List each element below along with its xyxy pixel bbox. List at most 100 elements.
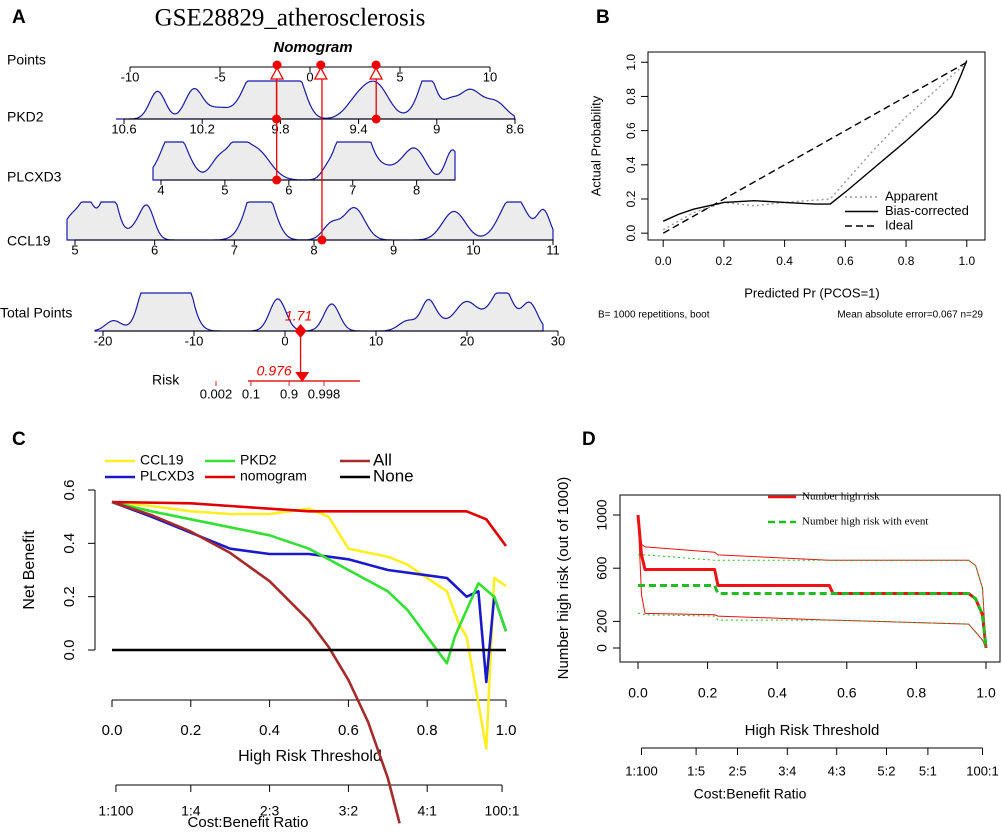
tick-label: 0.9	[280, 386, 298, 401]
row-label: Risk	[152, 372, 180, 388]
legend-label: Apparent	[885, 188, 938, 203]
panel-label: A	[12, 7, 26, 28]
tick-label: 5	[396, 69, 403, 84]
y-tick-label: 0.6	[61, 480, 78, 501]
x-tick-label: 0.4	[776, 254, 793, 268]
x-tick-label: 1.0	[976, 685, 996, 701]
tick-label: 0	[306, 69, 313, 84]
x2-axis-label: Cost:Benefit Ratio	[188, 814, 309, 831]
y-tick-label: 0.0	[61, 640, 78, 661]
tick-label: 10	[369, 333, 383, 348]
tick-label: 9.8	[271, 121, 289, 136]
legend-label: PKD2	[240, 452, 277, 468]
x-tick-label: 0.6	[338, 722, 359, 739]
tick-label: 9	[390, 242, 397, 257]
x-axis-label: High Risk Threshold	[745, 722, 880, 739]
tick-label: 8	[310, 242, 317, 257]
x2-tick-label: 5:2	[877, 763, 895, 778]
x2-axis-label: Cost:Benefit Ratio	[694, 786, 807, 802]
tick-label: 10	[466, 242, 480, 257]
row-label: Total Points	[0, 305, 72, 321]
footnote: Mean absolute error=0.067 n=29	[837, 310, 983, 321]
x2-tick-label: 2:5	[728, 763, 746, 778]
y-axis-label: Actual Probability	[588, 95, 603, 196]
row-label: PKD2	[7, 109, 44, 125]
tick-label: 20	[460, 333, 474, 348]
tick-label: 4	[157, 182, 164, 197]
x-tick-label: 0.8	[417, 722, 438, 739]
risk-marker	[295, 372, 310, 382]
series-line	[111, 500, 401, 824]
chart-title: GSE28829_atherosclerosis	[155, 5, 426, 32]
series-line	[638, 584, 988, 649]
y-tick-label: 1000	[594, 499, 610, 530]
x-tick-label: 1.0	[496, 722, 517, 739]
series-line	[636, 514, 988, 649]
points-marker	[272, 60, 282, 70]
x2-tick-label: 1:5	[687, 763, 705, 778]
panel-label: C	[12, 429, 26, 450]
x2-tick-label: 2:3	[260, 803, 280, 819]
y-tick-label: 0.4	[61, 533, 78, 554]
tick-label: 5	[71, 242, 78, 257]
density	[116, 80, 516, 120]
y-tick-label: 0.6	[624, 122, 638, 139]
tick-label: 0.1	[242, 386, 260, 401]
band-line	[637, 514, 987, 649]
x-tick-label: 0.0	[628, 685, 648, 701]
tick-label: -20	[94, 333, 113, 348]
legend-label: PLCXD3	[140, 468, 195, 484]
y-tick-label: 1.0	[624, 54, 638, 71]
x-tick-label: 0.6	[837, 685, 857, 701]
tick-label: 8	[413, 182, 420, 197]
tick-label: 7	[231, 242, 238, 257]
x-tick-label: 0.8	[898, 254, 915, 268]
density	[66, 201, 554, 241]
points-marker	[316, 60, 326, 70]
x-tick-label: 0.4	[259, 722, 280, 739]
x-tick-label: 0.2	[716, 254, 733, 268]
tick-label: 0	[281, 333, 288, 348]
tick-label: -10	[185, 333, 204, 348]
tick-label: 0.998	[308, 386, 341, 401]
series-line	[111, 500, 508, 547]
row-label: CCL19	[7, 233, 51, 249]
series-line	[111, 500, 507, 750]
y-tick-label: 200	[594, 610, 610, 634]
tick-label: 5	[221, 182, 228, 197]
x2-tick-label: 1:4	[181, 803, 201, 819]
density	[94, 292, 544, 332]
points-triangle	[269, 66, 285, 80]
footnote: B= 1000 repetitions, boot	[598, 310, 710, 321]
x2-tick-label: 4:3	[828, 763, 846, 778]
x2-tick-label: 4:1	[417, 803, 437, 819]
y-axis-label: Number high risk (out of 1000)	[555, 477, 572, 680]
x2-tick-label: 1:100	[625, 763, 658, 778]
x-tick-label: 0.4	[767, 685, 787, 701]
total-marker	[294, 324, 307, 338]
points-triangle	[368, 66, 384, 80]
x2-tick-label: 1:100	[98, 803, 133, 819]
tick-label: 9.4	[350, 121, 368, 136]
series-line	[662, 60, 968, 222]
tick-label: 7	[349, 182, 356, 197]
total-label: 1.71	[285, 308, 312, 324]
series-line	[662, 61, 968, 231]
panel-label: D	[582, 429, 596, 450]
legend-label: Number high risk with event	[802, 516, 928, 528]
x-tick-label: 0.2	[180, 722, 201, 739]
x2-tick-label: 5:1	[919, 763, 937, 778]
y-tick-label: 0.0	[624, 224, 638, 241]
tick-label: 10.6	[111, 121, 136, 136]
points-triangle	[313, 66, 328, 80]
x-axis-label: High Risk Threshold	[238, 748, 382, 765]
variable-marker	[317, 235, 327, 245]
tick-label: 9	[433, 121, 440, 136]
x2-tick-label: 100:1	[966, 763, 999, 778]
tick-label: 8.6	[506, 121, 524, 136]
y-tick-label: 0	[594, 644, 610, 652]
y-axis-label: Net Benefit	[21, 530, 38, 610]
x-axis-label: Predicted Pr (PCOS=1)	[744, 285, 879, 300]
x-tick-label: 0.0	[655, 254, 672, 268]
